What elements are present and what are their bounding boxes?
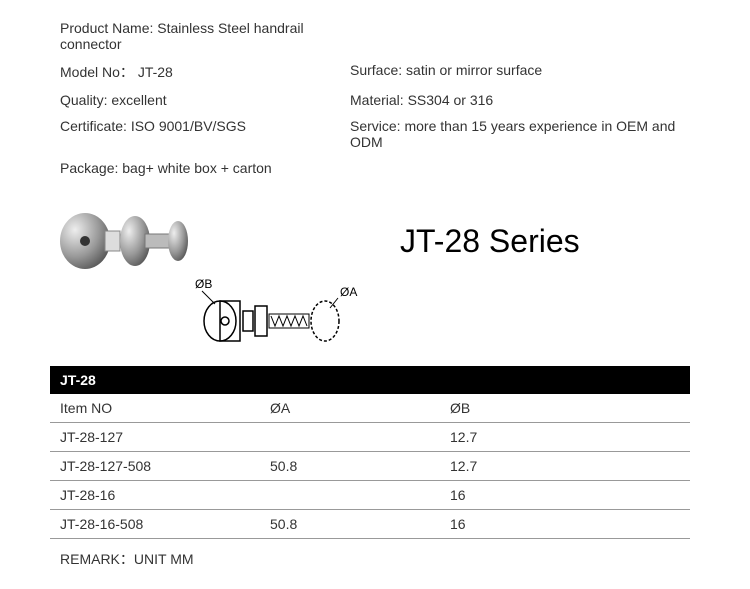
cell-b: 16 [440,481,690,510]
cell-a: 50.8 [260,510,440,539]
technical-diagram: ØB ØA [180,276,710,356]
service: Service: more than 15 years experience i… [350,118,710,150]
cell-item: JT-28-16-508 [50,510,260,539]
spec-block: Product Name: Stainless Steel handrail c… [60,20,710,176]
surface: Surface: satin or mirror surface [350,62,710,82]
table-row: JT-28-16-508 50.8 16 [50,510,690,539]
table-row: JT-28-127 12.7 [50,423,690,452]
quality: Quality: excellent [60,92,350,108]
table-head-row: Item NO ØA ØB [50,394,690,423]
product-photo [50,201,200,281]
cell-item: JT-28-16 [50,481,260,510]
model-label: Model No： [60,64,134,80]
surface-label: Surface: [350,62,402,78]
table-row: JT-28-127-508 50.8 12.7 [50,452,690,481]
service-label: Service: [350,118,401,134]
series-row: JT-28 Series [60,201,710,281]
material-label: Material: [350,92,404,108]
diagram-label-b: ØB [195,277,212,291]
product-name: Product Name: Stainless Steel handrail c… [60,20,350,52]
package-value: bag+ white box + carton [122,160,271,176]
cell-item: JT-28-127 [50,423,260,452]
cell-a [260,481,440,510]
col-b: ØB [440,394,690,423]
spec-table: Item NO ØA ØB JT-28-127 12.7 JT-28-127-5… [50,394,690,539]
table-row: JT-28-16 16 [50,481,690,510]
cell-b: 12.7 [440,423,690,452]
quality-value: excellent [111,92,166,108]
diagram-label-a: ØA [340,285,357,299]
table-header-band: JT-28 [50,366,690,394]
cell-item: JT-28-127-508 [50,452,260,481]
material-value: SS304 or 316 [408,92,494,108]
model: Model No： JT-28 [60,62,350,82]
cell-b: 12.7 [440,452,690,481]
model-value: JT-28 [138,64,173,80]
package-label: Package: [60,160,118,176]
cell-a: 50.8 [260,452,440,481]
cell-b: 16 [440,510,690,539]
col-item: Item NO [50,394,260,423]
material: Material: SS304 or 316 [350,92,710,108]
certificate-label: Certificate: [60,118,127,134]
product-name-label: Product Name: [60,20,153,36]
remark: REMARK：UNIT MM [60,549,710,569]
package: Package: bag+ white box + carton [60,160,350,176]
cell-a [260,423,440,452]
quality-label: Quality: [60,92,107,108]
certificate-value: ISO 9001/BV/SGS [131,118,246,134]
col-a: ØA [260,394,440,423]
surface-value: satin or mirror surface [406,62,542,78]
certificate: Certificate: ISO 9001/BV/SGS [60,118,350,150]
series-title: JT-28 Series [400,223,580,260]
